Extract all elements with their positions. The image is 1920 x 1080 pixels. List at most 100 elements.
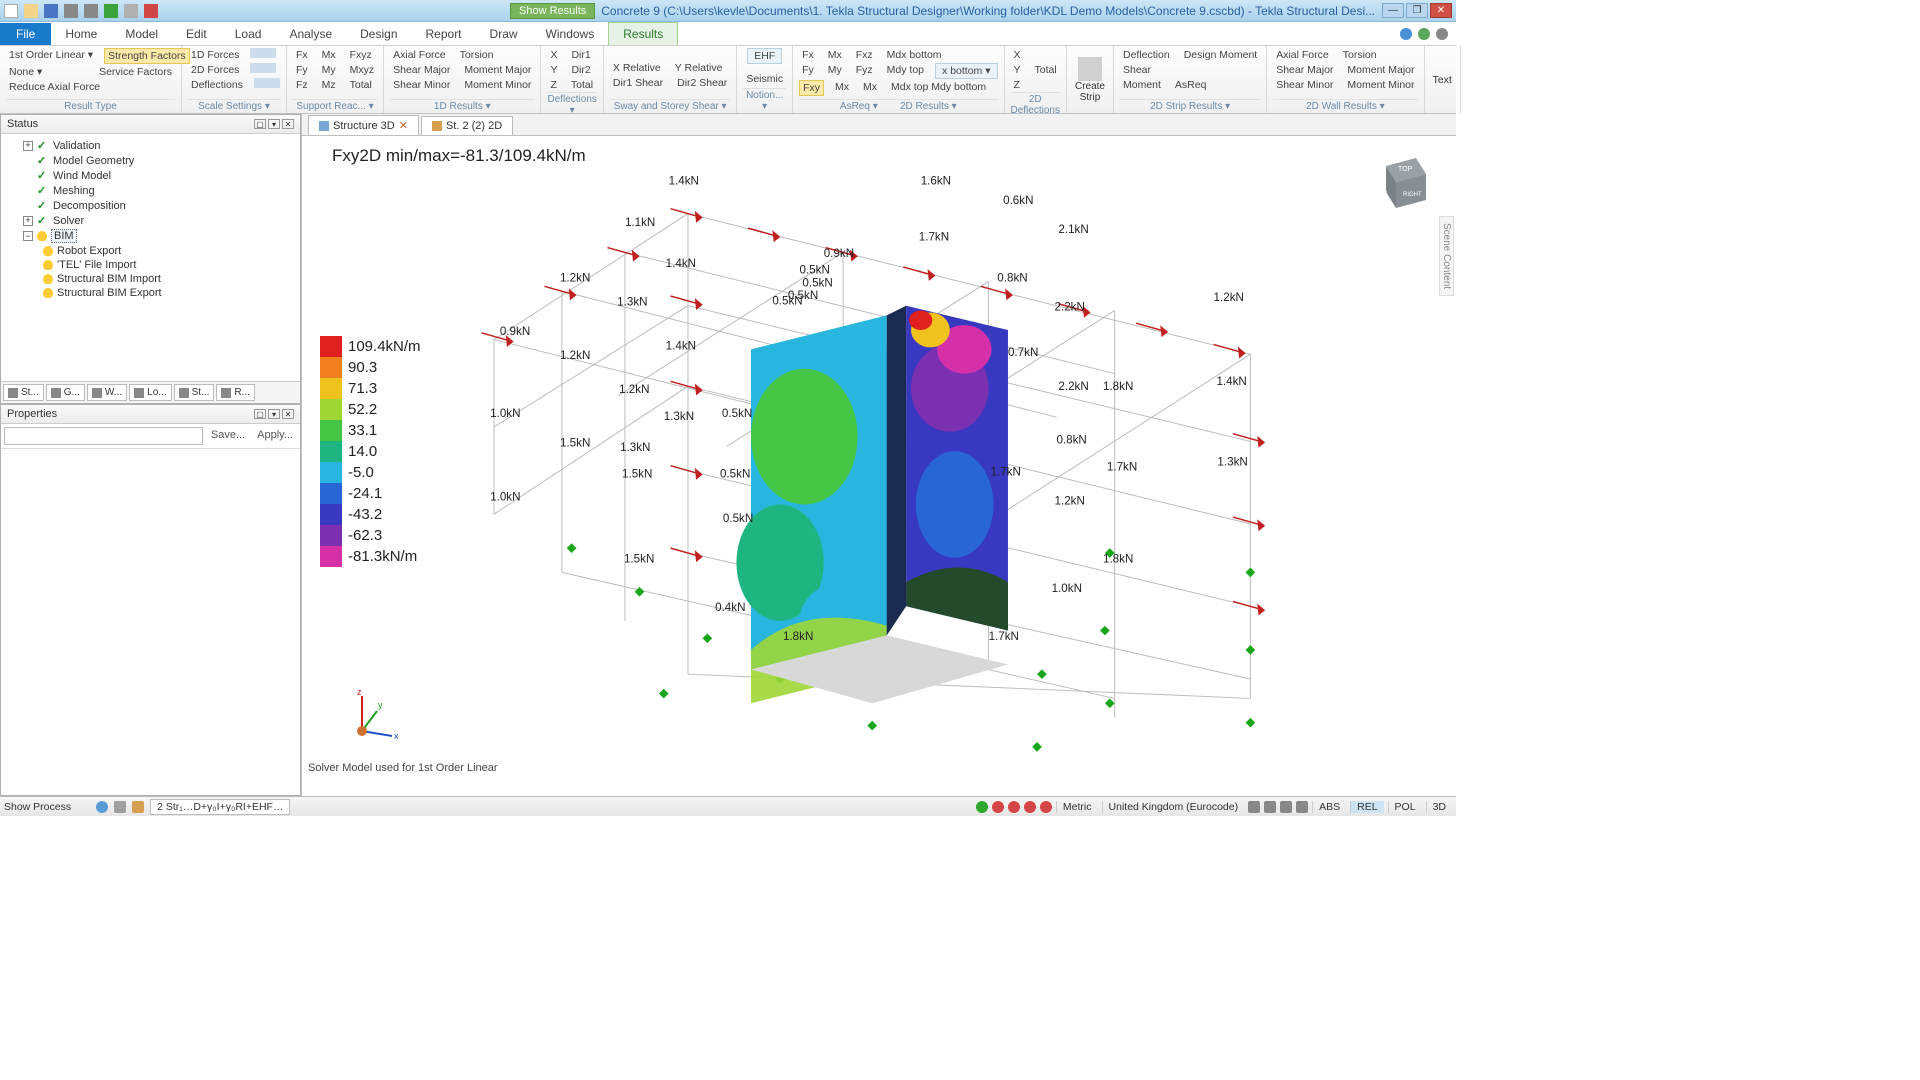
qat-delete-icon[interactable]: [144, 4, 158, 18]
tree-item[interactable]: +✓Solver: [3, 213, 298, 228]
seismic-button[interactable]: Seismic: [743, 72, 786, 86]
status-tab[interactable]: G...: [46, 384, 85, 401]
menu-load[interactable]: Load: [221, 23, 276, 45]
pin-icon[interactable]: ▢: [254, 119, 266, 129]
svg-text:1.2kN: 1.2kN: [560, 271, 590, 284]
minimize-button[interactable]: —: [1382, 3, 1404, 18]
tab-st2-2d[interactable]: St. 2 (2) 2D: [421, 116, 513, 135]
slider-icon[interactable]: [250, 48, 276, 58]
menu-design[interactable]: Design: [346, 23, 411, 45]
status-tab[interactable]: W...: [87, 384, 127, 401]
svg-text:1.3kN: 1.3kN: [1217, 456, 1247, 469]
menu-windows[interactable]: Windows: [532, 23, 609, 45]
menu-draw[interactable]: Draw: [476, 23, 532, 45]
tree-item[interactable]: Structural BIM Import: [3, 272, 298, 286]
svg-text:0.7kN: 0.7kN: [1008, 346, 1038, 359]
svg-text:0.5kN: 0.5kN: [722, 407, 752, 420]
qat-open-icon[interactable]: [24, 4, 38, 18]
model-svg: 1.6kN1.4kN0.6kN1.1kN1.7kN2.1kN0.9kN1.2kN…: [302, 136, 1456, 776]
tab-structure-3d[interactable]: Structure 3D✕: [308, 115, 419, 135]
create-strip-button[interactable]: Create Strip: [1067, 46, 1114, 113]
svg-text:0.6kN: 0.6kN: [1003, 194, 1033, 207]
units-label[interactable]: Metric: [1056, 801, 1098, 813]
sb-icon-1[interactable]: [96, 801, 108, 813]
qat-undo-icon[interactable]: [64, 4, 78, 18]
menu-model[interactable]: Model: [111, 23, 172, 45]
help-icon[interactable]: [1400, 28, 1412, 40]
svg-text:0.4kN: 0.4kN: [715, 601, 745, 614]
reduce-axial-force[interactable]: Reduce Axial Force: [6, 80, 103, 94]
menu-report[interactable]: Report: [412, 23, 476, 45]
svg-text:2.2kN: 2.2kN: [1055, 301, 1085, 314]
sb-icon-2[interactable]: [114, 801, 126, 813]
axis-gizmo[interactable]: z x y: [342, 686, 402, 746]
view-cube[interactable]: TOP FRONT RIGHT: [1366, 146, 1436, 216]
ehf-button[interactable]: EHF: [747, 48, 782, 64]
svg-text:0.8kN: 0.8kN: [1056, 433, 1086, 446]
qat-check-icon[interactable]: [104, 4, 118, 18]
show-results-button[interactable]: Show Results: [510, 3, 595, 19]
sb-tool-2[interactable]: [1264, 801, 1276, 813]
status-tree[interactable]: +✓Validation✓Model Geometry✓Wind Model✓M…: [1, 134, 300, 381]
3d-toggle[interactable]: 3D: [1426, 801, 1452, 813]
tree-item[interactable]: Robot Export: [3, 244, 298, 258]
close-button[interactable]: ✕: [1430, 3, 1452, 18]
about-icon[interactable]: [1418, 28, 1430, 40]
close-panel-icon[interactable]: ✕: [282, 119, 294, 129]
tree-item[interactable]: +✓Validation: [3, 138, 298, 153]
svg-text:1.3kN: 1.3kN: [617, 296, 647, 309]
status-tab[interactable]: R...: [216, 384, 255, 401]
properties-combo[interactable]: [4, 427, 203, 445]
status-err3-icon: [1024, 801, 1036, 813]
tree-item[interactable]: ✓Decomposition: [3, 198, 298, 213]
properties-save[interactable]: Save...: [207, 427, 249, 445]
qat-copy-icon[interactable]: [124, 4, 138, 18]
text-button[interactable]: Text: [1425, 46, 1461, 113]
tree-item[interactable]: ✓Meshing: [3, 183, 298, 198]
scene-content-tab[interactable]: Scene Content: [1439, 216, 1454, 296]
status-tab[interactable]: St...: [174, 384, 215, 401]
region-label[interactable]: United Kingdom (Eurocode): [1102, 801, 1245, 813]
result-type-none[interactable]: None ▾: [6, 65, 45, 79]
service-factors-button[interactable]: Service Factors: [96, 65, 175, 79]
pol-toggle[interactable]: POL: [1388, 801, 1422, 813]
menu-analyse[interactable]: Analyse: [275, 23, 346, 45]
menu-results[interactable]: Results: [608, 22, 678, 45]
sb-tool-3[interactable]: [1280, 801, 1292, 813]
tree-item[interactable]: Structural BIM Export: [3, 286, 298, 300]
menu-edit[interactable]: Edit: [172, 23, 221, 45]
tab-close-icon[interactable]: ✕: [399, 119, 408, 132]
3d-canvas[interactable]: Fxy2D min/max=-81.3/109.4kN/m 109.4kN/m9…: [302, 136, 1456, 776]
info-icon[interactable]: [1436, 28, 1448, 40]
sb-tool-1[interactable]: [1248, 801, 1260, 813]
properties-apply[interactable]: Apply...: [253, 427, 297, 445]
tree-item[interactable]: ✓Model Geometry: [3, 153, 298, 168]
fxy-button[interactable]: Fxy: [799, 80, 824, 96]
qat-redo-icon[interactable]: [84, 4, 98, 18]
dropdown-icon[interactable]: ▾: [268, 119, 280, 129]
svg-text:1.2kN: 1.2kN: [1214, 291, 1244, 304]
svg-text:1.4kN: 1.4kN: [1216, 375, 1246, 388]
rel-toggle[interactable]: REL: [1350, 801, 1383, 813]
maximize-button[interactable]: ❐: [1406, 3, 1428, 18]
status-ok-icon: [976, 801, 988, 813]
tree-item[interactable]: 'TEL' File Import: [3, 258, 298, 272]
sb-icon-3[interactable]: [132, 801, 144, 813]
result-type-combo[interactable]: 1st Order Linear ▾: [6, 48, 96, 64]
svg-text:0.8kN: 0.8kN: [997, 271, 1027, 284]
tree-item[interactable]: −BIM: [3, 228, 298, 244]
status-tab[interactable]: St...: [3, 384, 44, 401]
show-process-button[interactable]: Show Process: [4, 801, 71, 813]
menu-file[interactable]: File: [0, 23, 51, 45]
menu-home[interactable]: Home: [51, 23, 111, 45]
tree-item[interactable]: ✓Wind Model: [3, 168, 298, 183]
status-tab[interactable]: Lo...: [129, 384, 171, 401]
strength-factors-button[interactable]: Strength Factors: [104, 48, 190, 64]
sb-tool-4[interactable]: [1296, 801, 1308, 813]
abs-toggle[interactable]: ABS: [1312, 801, 1346, 813]
svg-text:1.3kN: 1.3kN: [620, 441, 650, 454]
qat-save-icon[interactable]: [44, 4, 58, 18]
qat-new-icon[interactable]: [4, 4, 18, 18]
load-combo[interactable]: 2 Str₁…D+γ₀I+γ₀RI+EHF…: [150, 799, 290, 815]
xbottom-combo[interactable]: x bottom ▾: [935, 63, 997, 79]
